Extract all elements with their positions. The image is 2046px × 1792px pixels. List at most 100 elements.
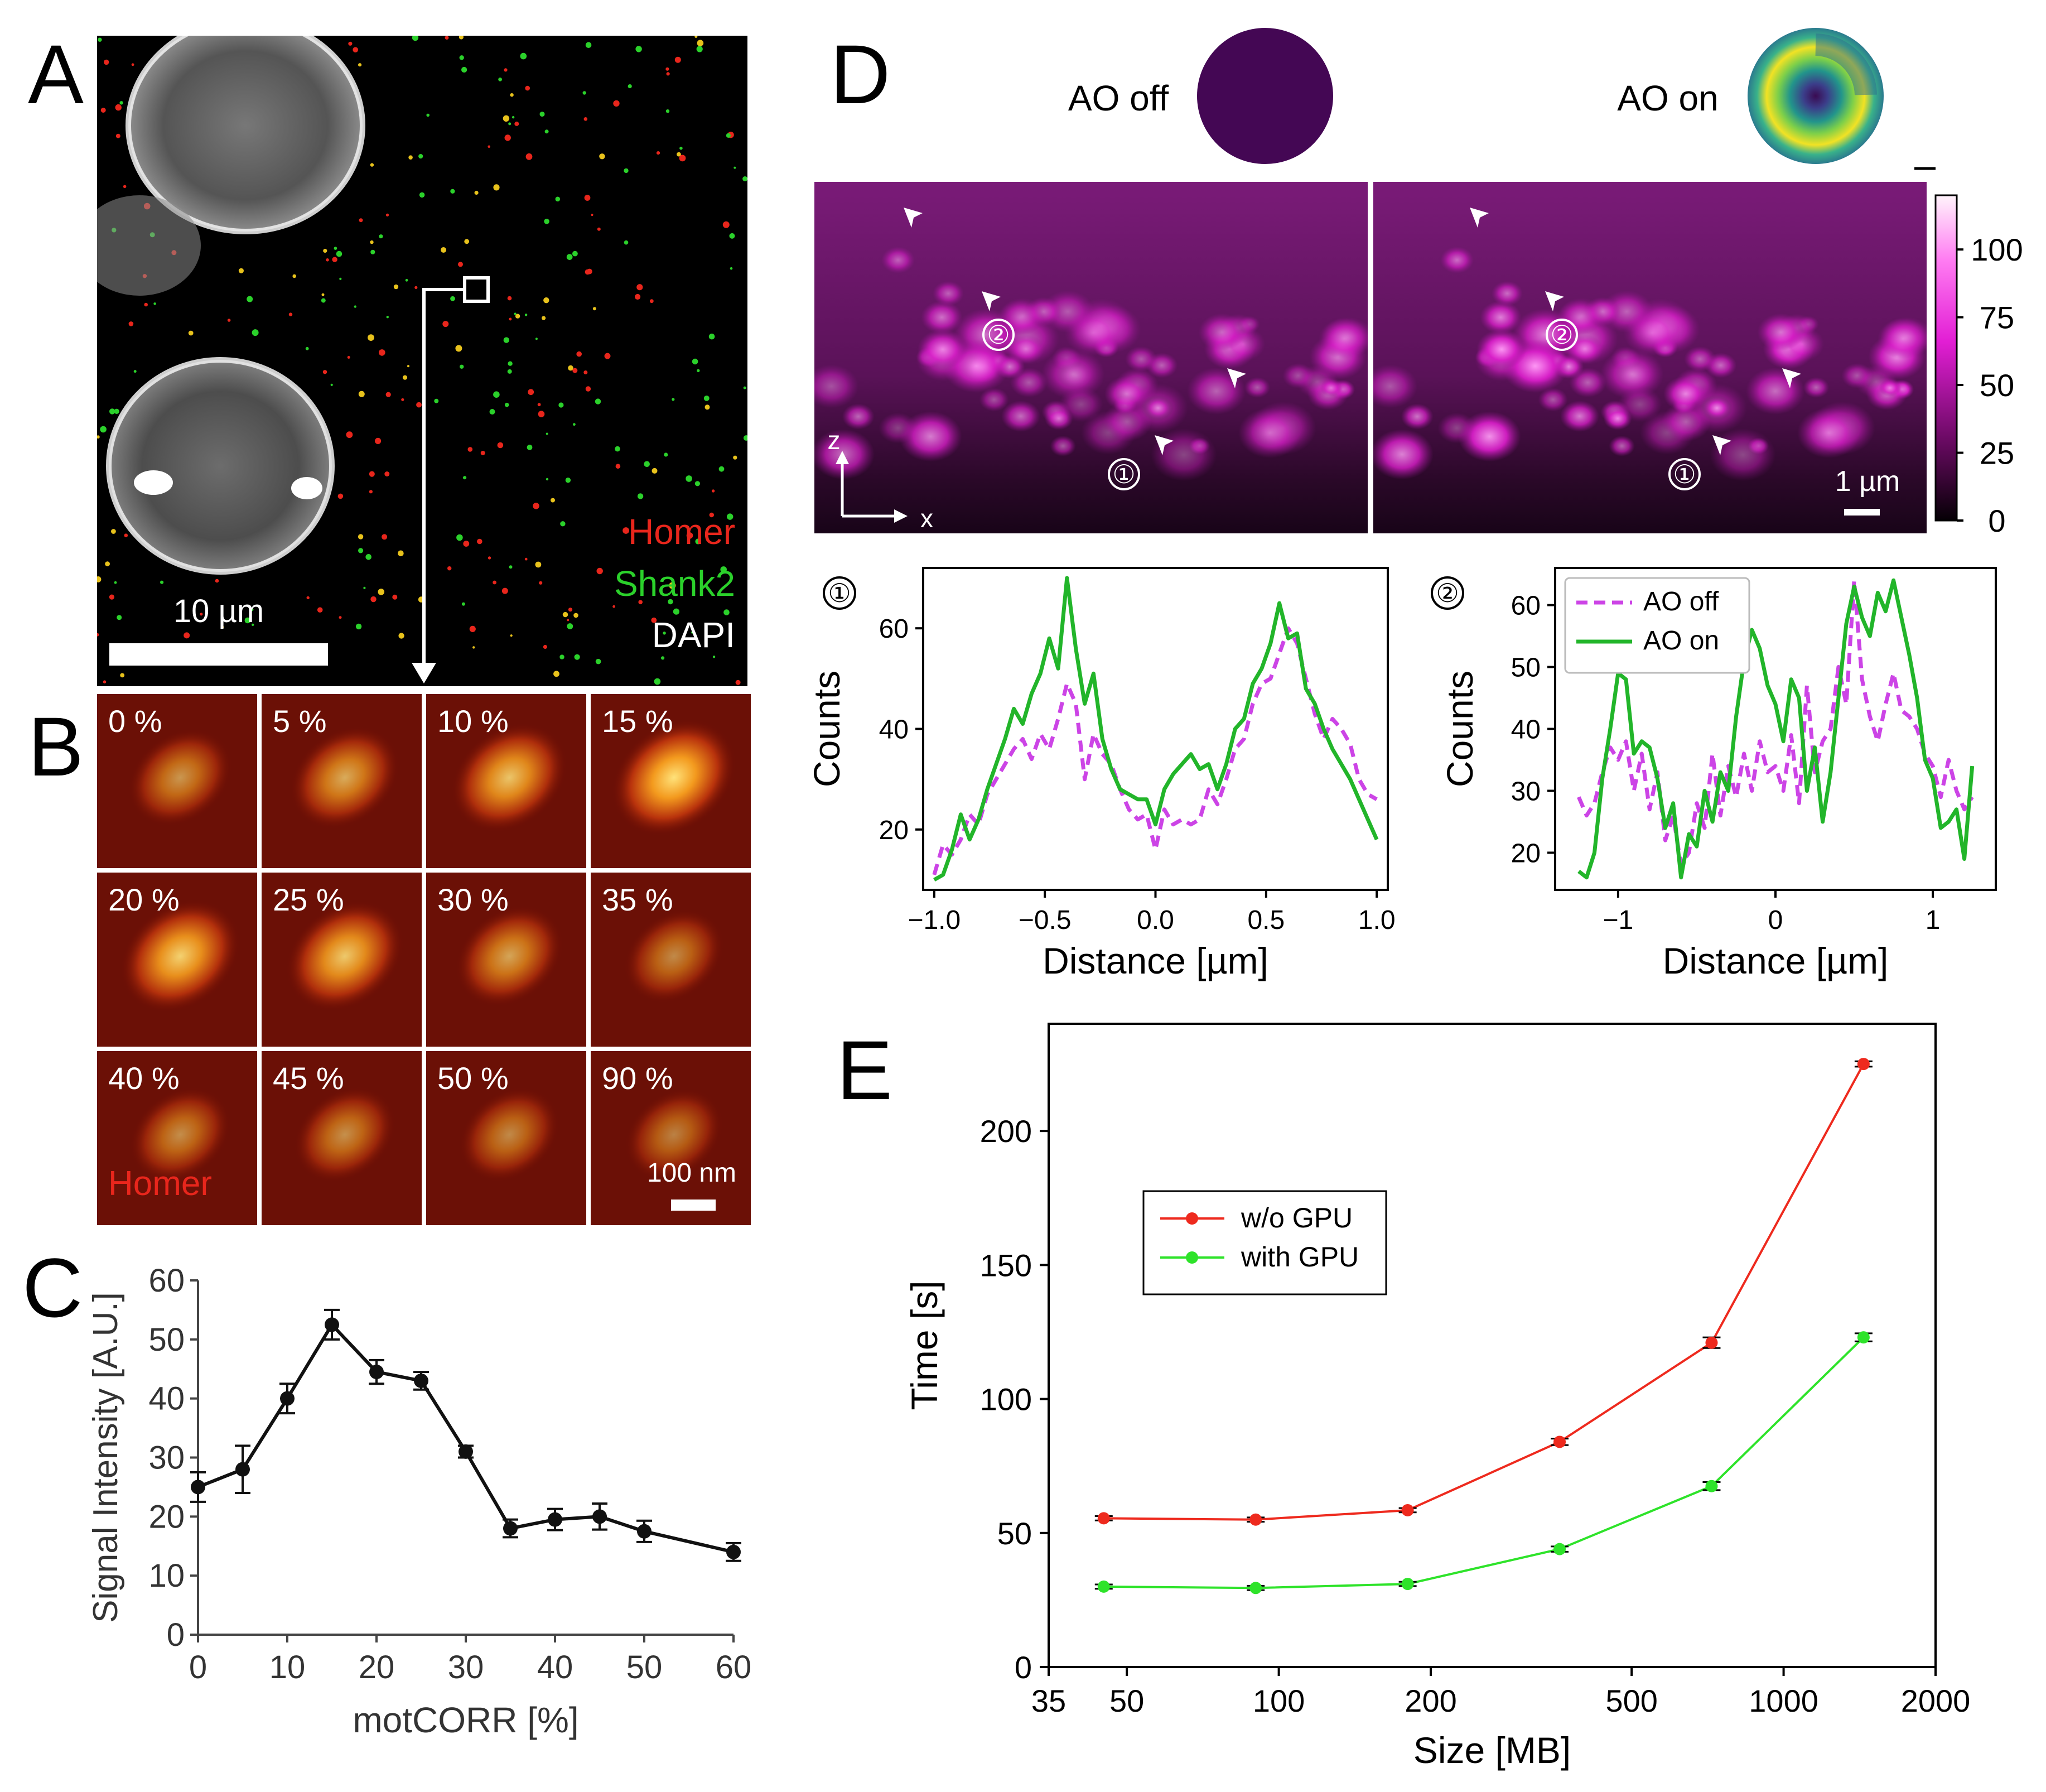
- plot-frame: [1048, 1023, 1937, 1668]
- data-point: [592, 1509, 607, 1524]
- punctum: [664, 452, 668, 457]
- punctum: [100, 426, 107, 433]
- punctum: [612, 605, 615, 608]
- punctum: [348, 41, 353, 46]
- y-tick-label: 40: [148, 1381, 185, 1417]
- punctum: [697, 369, 700, 372]
- punctum: [292, 274, 296, 278]
- tile-spot: [128, 729, 233, 827]
- punctum: [673, 608, 679, 615]
- punctum: [709, 512, 715, 518]
- punctum: [317, 607, 323, 613]
- punctum: [663, 632, 666, 635]
- punctum: [624, 240, 629, 245]
- y-tick-label: 60: [879, 614, 909, 644]
- tile: 20 %: [97, 873, 257, 1047]
- data-point: [1553, 1543, 1566, 1555]
- punctum: [447, 566, 452, 571]
- data-point: [1857, 1331, 1870, 1344]
- fluor-blob: [814, 429, 875, 480]
- punctum: [336, 251, 342, 257]
- fluor-blob: [1001, 401, 1040, 432]
- punctum: [524, 314, 528, 316]
- series-line: [1103, 1063, 1865, 1521]
- punctum: [509, 317, 512, 321]
- tile-label: 0 %: [108, 704, 162, 739]
- punctum: [97, 576, 102, 582]
- fluor-blob: [1373, 364, 1418, 408]
- fluor-blob: [1010, 367, 1048, 398]
- punctum: [472, 646, 475, 649]
- punctum: [674, 56, 681, 63]
- punctum: [474, 190, 479, 195]
- punctum: [100, 108, 106, 113]
- x-tick-label: 20: [359, 1649, 395, 1685]
- fluor-blob: [1609, 435, 1635, 457]
- tile-spot: [612, 719, 736, 836]
- data-point: [1097, 1512, 1110, 1525]
- punctum: [378, 589, 385, 595]
- y-tick-label: 30: [1511, 777, 1541, 806]
- punctum: [623, 527, 629, 534]
- punctum: [553, 671, 559, 677]
- punctum: [160, 580, 164, 584]
- panel-letter-c: C: [22, 1241, 83, 1335]
- punctum: [694, 481, 700, 486]
- punctum: [358, 548, 364, 553]
- fluor-blob: [1440, 247, 1474, 273]
- tile-label: 45 %: [273, 1061, 344, 1096]
- colorbar-ticks: 100 75 50 25 0: [1957, 232, 2023, 538]
- punctum: [692, 358, 698, 365]
- fluor-blob: [1684, 346, 1716, 372]
- punctum: [742, 176, 747, 181]
- tile-spot: [459, 1087, 560, 1182]
- punctum: [535, 561, 542, 568]
- punctum: [696, 46, 703, 52]
- punctum: [666, 72, 670, 76]
- punctum: [459, 36, 464, 40]
- panel-letter-a: A: [28, 27, 84, 121]
- punctum: [677, 152, 681, 157]
- fluor-blob: [1151, 428, 1217, 481]
- x-tick-label: 200: [1405, 1683, 1456, 1718]
- scalebar-a: [109, 643, 328, 666]
- image-scalebar: [1844, 509, 1880, 516]
- punctum: [727, 513, 734, 520]
- x-axis-label: Distance [µm]: [1043, 940, 1268, 981]
- tile: 5 %: [262, 694, 422, 868]
- punctum: [370, 249, 375, 254]
- data-point: [1705, 1480, 1718, 1492]
- punctum: [539, 581, 543, 585]
- tile-spot: [129, 1087, 231, 1182]
- fluor-blob: [1492, 281, 1523, 306]
- tile-channel-label: Homer: [108, 1164, 212, 1203]
- fluor-blob: [1104, 376, 1149, 412]
- legend-marker: [1186, 1212, 1198, 1225]
- legend-shank2: Shank2: [614, 563, 735, 604]
- x-tick-label: 35: [1031, 1683, 1066, 1718]
- x-axis-label: motCORR [%]: [353, 1700, 578, 1740]
- punctum: [497, 442, 504, 449]
- punctum: [144, 302, 148, 307]
- tile-label: 25 %: [273, 882, 344, 917]
- fluor-blob: [899, 411, 962, 462]
- punctum: [573, 423, 576, 426]
- fluor-blob: [1878, 318, 1927, 359]
- axis-x-label: x: [920, 504, 933, 533]
- punctum: [651, 617, 657, 623]
- punctum: [596, 567, 603, 575]
- arrowhead: [1227, 368, 1246, 388]
- punctum: [321, 298, 326, 303]
- punctum: [542, 316, 546, 320]
- data-point: [1401, 1578, 1414, 1591]
- punctum: [133, 370, 137, 373]
- punctum: [405, 278, 408, 282]
- data-point: [1857, 1058, 1870, 1071]
- y-tick-label: 40: [1511, 715, 1541, 745]
- data-point: [1705, 1336, 1718, 1349]
- tile-label: 15 %: [602, 704, 673, 739]
- tile: 15 %: [591, 694, 751, 868]
- panel-a-nuclei: [97, 36, 365, 575]
- axis-z-label: z: [828, 426, 841, 455]
